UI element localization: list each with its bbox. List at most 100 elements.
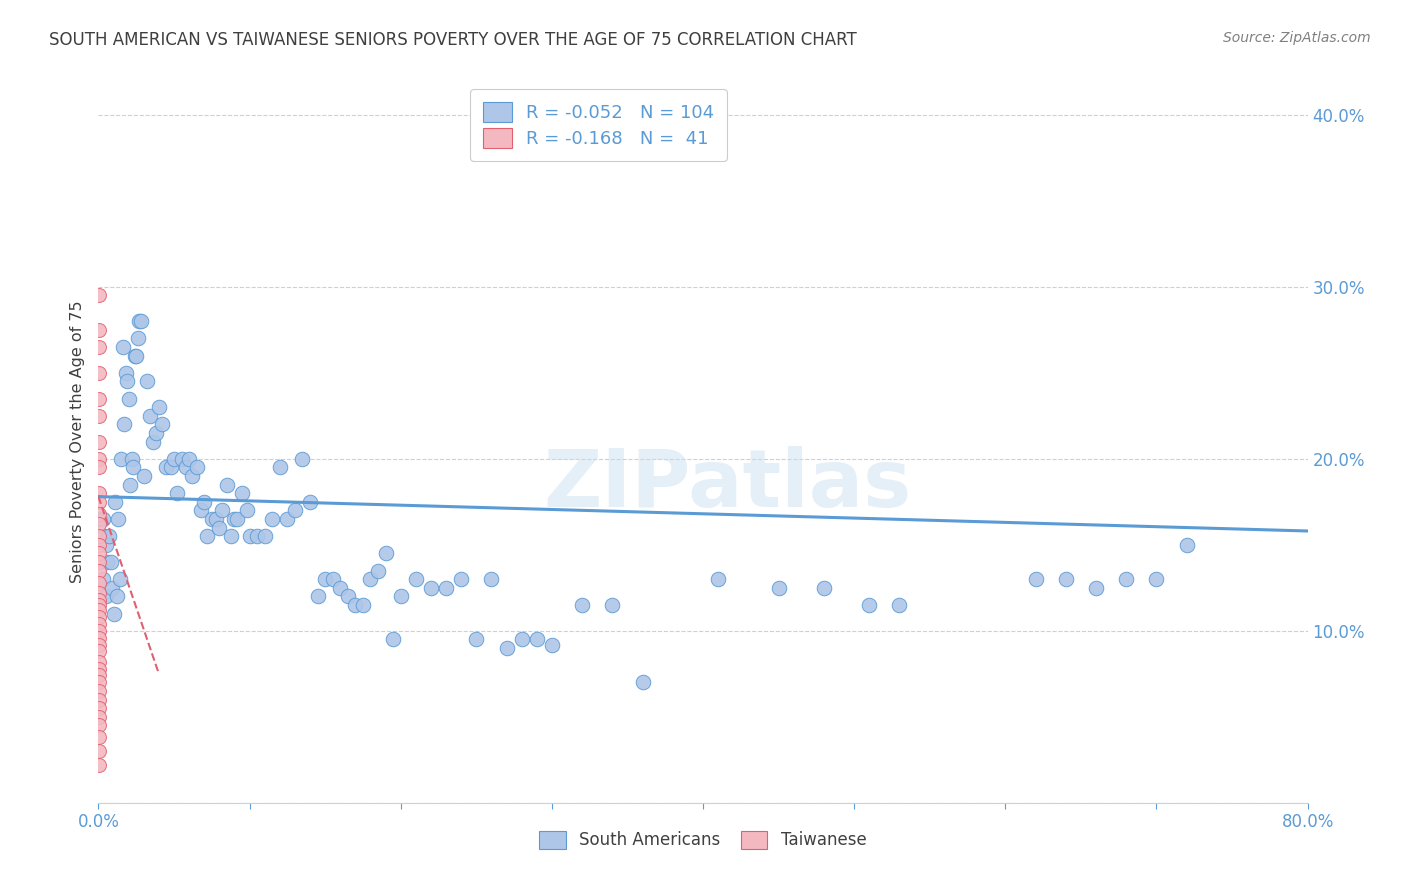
Point — [434, 581, 457, 595]
Point — [1115, 572, 1137, 586]
Point — [226, 512, 249, 526]
Point — [89, 538, 111, 552]
Point — [181, 469, 204, 483]
Point — [89, 451, 111, 466]
Point — [284, 503, 307, 517]
Point — [89, 392, 111, 406]
Point — [813, 581, 835, 595]
Point — [89, 517, 111, 532]
Point — [89, 555, 111, 569]
Point — [163, 451, 186, 466]
Point — [174, 460, 197, 475]
Point — [89, 616, 111, 631]
Point — [495, 640, 517, 655]
Point — [89, 710, 111, 724]
Point — [540, 638, 562, 652]
Point — [103, 607, 125, 621]
Point — [89, 668, 111, 682]
Point — [707, 572, 730, 586]
Point — [89, 638, 111, 652]
Point — [110, 451, 132, 466]
Point — [481, 572, 503, 586]
Point — [336, 590, 359, 604]
Legend: South Americans, Taiwanese: South Americans, Taiwanese — [533, 824, 873, 856]
Point — [89, 366, 111, 380]
Point — [239, 529, 262, 543]
Point — [89, 512, 111, 526]
Point — [186, 460, 208, 475]
Point — [125, 349, 148, 363]
Point — [367, 564, 389, 578]
Point — [118, 392, 141, 406]
Point — [211, 503, 233, 517]
Point — [1024, 572, 1046, 586]
Point — [98, 529, 121, 543]
Point — [889, 598, 911, 612]
Point — [145, 425, 167, 440]
Point — [768, 581, 790, 595]
Point — [374, 546, 396, 560]
Point — [208, 520, 231, 534]
Point — [128, 314, 150, 328]
Point — [89, 675, 111, 690]
Point — [89, 744, 111, 758]
Point — [201, 512, 224, 526]
Point — [89, 323, 111, 337]
Point — [160, 460, 183, 475]
Point — [101, 581, 124, 595]
Point — [89, 662, 111, 676]
Point — [571, 598, 593, 612]
Point — [112, 417, 135, 432]
Point — [322, 572, 344, 586]
Point — [91, 572, 114, 586]
Point — [405, 572, 427, 586]
Point — [276, 512, 298, 526]
Point — [179, 451, 201, 466]
Point — [307, 590, 329, 604]
Point — [858, 598, 880, 612]
Point — [1054, 572, 1077, 586]
Point — [510, 632, 533, 647]
Point — [215, 477, 238, 491]
Text: ZIPatlas: ZIPatlas — [543, 446, 911, 524]
Point — [89, 631, 111, 645]
Point — [631, 675, 654, 690]
Point — [148, 400, 170, 414]
Point — [1085, 581, 1108, 595]
Point — [253, 529, 276, 543]
Point — [465, 632, 488, 647]
Point — [166, 486, 188, 500]
Point — [91, 512, 114, 526]
Point — [89, 586, 111, 600]
Point — [89, 644, 111, 658]
Text: SOUTH AMERICAN VS TAIWANESE SENIORS POVERTY OVER THE AGE OF 75 CORRELATION CHART: SOUTH AMERICAN VS TAIWANESE SENIORS POVE… — [49, 31, 858, 49]
Point — [89, 692, 111, 706]
Text: Source: ZipAtlas.com: Source: ZipAtlas.com — [1223, 31, 1371, 45]
Y-axis label: Seniors Poverty Over the Age of 75: Seniors Poverty Over the Age of 75 — [70, 301, 86, 582]
Point — [1175, 538, 1198, 552]
Point — [314, 572, 336, 586]
Point — [111, 340, 134, 354]
Point — [89, 575, 111, 590]
Point — [89, 701, 111, 715]
Point — [89, 603, 111, 617]
Point — [526, 632, 548, 647]
Point — [89, 592, 111, 607]
Point — [329, 581, 352, 595]
Point — [108, 572, 131, 586]
Point — [124, 349, 146, 363]
Point — [193, 494, 215, 508]
Point — [94, 538, 117, 552]
Point — [121, 451, 143, 466]
Point — [89, 494, 111, 508]
Point — [89, 624, 111, 638]
Point — [89, 434, 111, 449]
Point — [142, 434, 165, 449]
Point — [122, 460, 145, 475]
Point — [89, 288, 111, 302]
Point — [231, 486, 253, 500]
Point — [205, 512, 228, 526]
Point — [235, 503, 257, 517]
Point — [262, 512, 284, 526]
Point — [129, 314, 152, 328]
